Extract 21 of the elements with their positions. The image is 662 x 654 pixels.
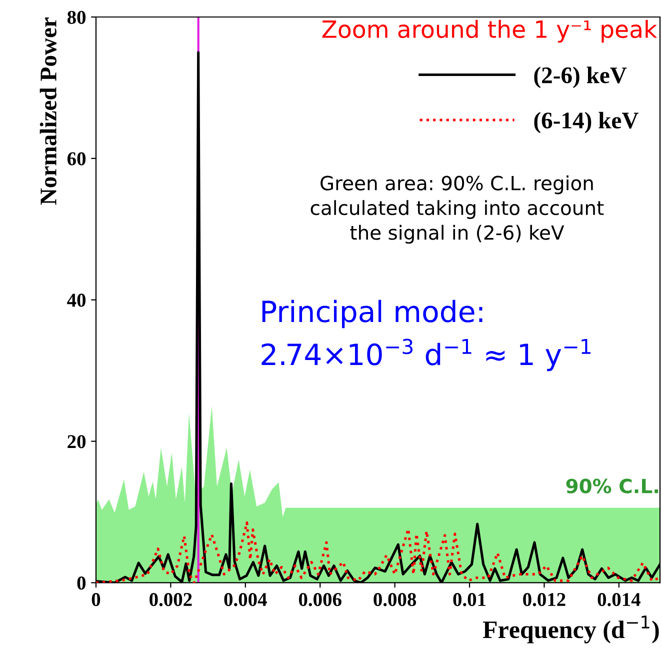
x-tick-label: 0.004 — [224, 593, 267, 606]
y-tick-label: 40 — [67, 294, 86, 307]
x-tick-label: 0.01 — [453, 593, 486, 606]
annotation: Green area: 90% C.L. region calculated taking into account the signal in (2-6) keV — [310, 175, 604, 244]
x-tick-label: 0 — [92, 593, 100, 606]
x-tick-label: 0.002 — [150, 593, 192, 606]
x-tick-label: 0.006 — [298, 593, 342, 606]
legend-label: (2-6) keV — [534, 66, 627, 88]
y-tick-label: 20 — [68, 435, 86, 448]
x-tick-label: 0.012 — [523, 593, 566, 606]
y-tick-label: 60 — [67, 152, 86, 166]
y-tick-label: 80 — [67, 10, 86, 24]
y-axis-title: Normalized Power — [40, 18, 56, 205]
y-tick-label: 0 — [77, 576, 86, 590]
series-label: 90% C.L. — [566, 478, 658, 494]
x-tick-label: 0.008 — [374, 593, 416, 606]
annotation: Principal mode: 2.74×10$^{−3}$ d$^{−1}$ ≈ 1 y$^{−1}$ — [262, 300, 590, 372]
legend-label: (6-14) keV — [534, 112, 638, 134]
x-tick-label: 0.014 — [598, 593, 640, 606]
x-axis-title: Frequency (d$^{−1}$) — [482, 616, 659, 644]
annotation: Zoom around the 1 y⁻¹ peak — [322, 20, 658, 43]
